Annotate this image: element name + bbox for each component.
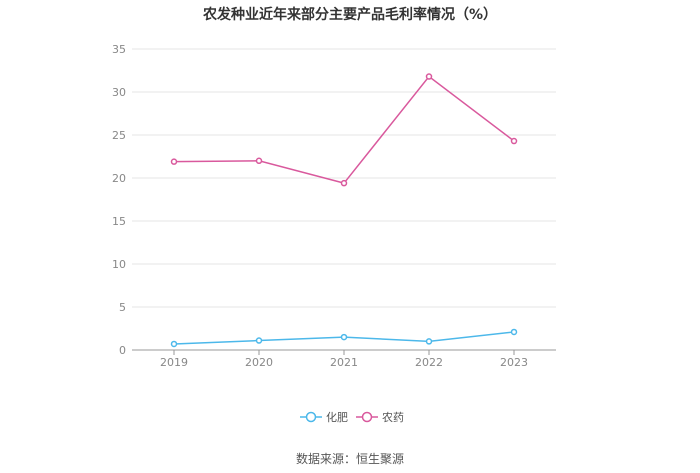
y-tick-label: 0 xyxy=(119,344,126,357)
x-tick-label: 2019 xyxy=(160,356,188,369)
data-point xyxy=(340,333,348,341)
series-line-1 xyxy=(173,75,515,185)
data-point xyxy=(255,157,263,165)
y-tick-label: 10 xyxy=(112,258,126,271)
grid-layer xyxy=(132,48,556,308)
series-layer xyxy=(170,73,518,348)
legend-marker-icon xyxy=(305,411,317,423)
y-tick-label: 35 xyxy=(112,43,126,56)
y-tick-label: 20 xyxy=(112,172,126,185)
x-tick-label: 2020 xyxy=(245,356,273,369)
data-point xyxy=(510,328,518,336)
data-point xyxy=(425,338,433,345)
data-source-note: 数据来源：恒生聚源 xyxy=(295,452,404,466)
data-point xyxy=(170,158,178,165)
y-tick-label: 15 xyxy=(112,215,126,228)
legend-item-1[interactable]: 农药 xyxy=(356,410,404,424)
y-tick-label: 30 xyxy=(112,86,126,99)
axis-layer: 0 5 10 15 20 25 30 35 2019 2020 2021 2022 2023 xyxy=(112,43,556,369)
legend-label: 化肥 xyxy=(326,410,348,424)
data-point xyxy=(340,179,348,187)
x-tick-label: 2021 xyxy=(330,356,358,369)
chart-title: 农发种业近年来部分主要产品毛利率情况（%） xyxy=(202,7,498,23)
data-point xyxy=(255,337,263,344)
legend-label: 农药 xyxy=(382,410,404,424)
legend-marker-icon xyxy=(361,411,373,423)
data-point xyxy=(425,73,433,80)
legend: 化肥 农药 xyxy=(300,410,404,424)
y-tick-label: 25 xyxy=(112,129,126,142)
legend-item-0[interactable]: 化肥 xyxy=(300,410,348,424)
data-point xyxy=(170,340,178,348)
x-tick-label: 2022 xyxy=(415,356,443,369)
x-tick-label: 2023 xyxy=(500,356,528,369)
y-tick-label: 5 xyxy=(119,301,126,314)
data-point xyxy=(510,137,518,145)
